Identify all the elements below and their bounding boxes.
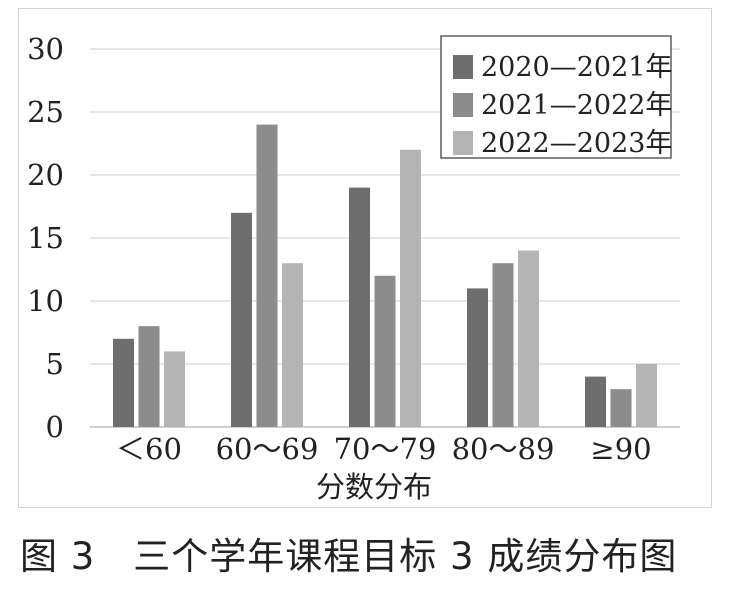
bar xyxy=(256,124,278,427)
x-tick-label: 80～89 xyxy=(452,432,555,466)
bar xyxy=(467,288,488,427)
bar xyxy=(282,263,303,427)
legend-swatch xyxy=(453,131,473,155)
legend-label: 2021—2022年 xyxy=(481,90,672,121)
legend-label: 2022—2023年 xyxy=(481,128,672,159)
bar xyxy=(138,326,160,427)
figure-caption: 图 3 三个学年课程目标 3 成绩分布图 xyxy=(20,535,678,578)
x-axis-label: 分数分布 xyxy=(316,470,432,504)
y-tick-label: 20 xyxy=(27,158,64,192)
bar xyxy=(374,275,396,427)
y-tick-label: 15 xyxy=(27,221,64,255)
bar xyxy=(231,212,252,427)
bar xyxy=(492,263,514,427)
bar xyxy=(610,389,632,427)
x-tick-label: 70～79 xyxy=(334,432,437,466)
bar xyxy=(400,149,421,428)
legend-swatch xyxy=(453,55,473,79)
y-tick-label: 25 xyxy=(27,95,64,129)
y-tick-label: 0 xyxy=(46,410,64,444)
bar xyxy=(636,364,657,427)
bar-chart: 分数分布 0 5 10 15 20 25 30 ＜60 60～69 70～79 80～89 ≥90 20… xyxy=(27,32,680,504)
bar xyxy=(585,376,606,427)
y-tick-label: 10 xyxy=(27,284,64,318)
legend-swatch xyxy=(453,93,473,117)
y-tick-label: 5 xyxy=(46,347,64,381)
bar xyxy=(164,351,185,427)
bar xyxy=(113,338,134,427)
x-tick-label: ＜60 xyxy=(116,432,182,466)
bar xyxy=(518,250,539,427)
legend-box xyxy=(440,35,672,159)
bar xyxy=(349,187,370,427)
x-tick-label: 60～69 xyxy=(216,432,319,466)
y-tick-label: 30 xyxy=(27,32,64,66)
x-tick-label: ≥90 xyxy=(590,432,651,466)
legend-label: 2020—2021年 xyxy=(481,52,672,83)
